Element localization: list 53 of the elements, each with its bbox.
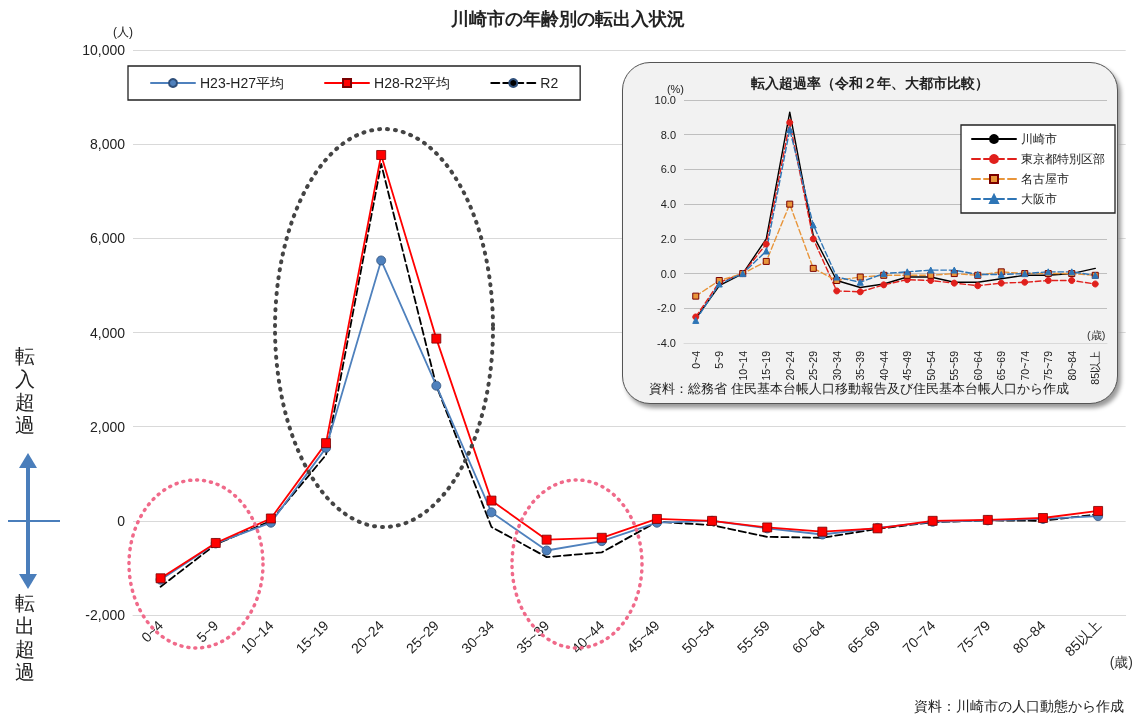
y-tick-label: 10.0 bbox=[654, 94, 676, 106]
chart-title: 川崎市の年齢別の転出入状況 bbox=[450, 7, 685, 29]
text: 資料：川崎市の人口動態から作成 bbox=[914, 698, 1124, 716]
x-axis-title: (歳) bbox=[1109, 654, 1133, 670]
x-tick-label: 45~49 bbox=[901, 350, 914, 381]
y-tick-label: 8.0 bbox=[660, 128, 676, 141]
legend-label: 東京都特別区部 bbox=[1021, 152, 1105, 166]
legend-label: H23-H27平均 bbox=[200, 75, 285, 91]
x-tick-label: 60~64 bbox=[971, 350, 984, 381]
x-tick-label: 55~59 bbox=[948, 350, 961, 381]
chart-title: 転入超過率（令和２年、大都市比較） bbox=[750, 75, 989, 91]
y-tick-label: -2.0 bbox=[657, 302, 676, 315]
x-tick-label: 10~14 bbox=[736, 350, 749, 381]
x-tick-label: 80~84 bbox=[1065, 350, 1078, 381]
y-tick-label: -4.0 bbox=[657, 337, 676, 349]
x-tick-label: 85以上 bbox=[1061, 617, 1104, 660]
y-tick-label: 0.0 bbox=[660, 267, 676, 280]
x-axis-title: (歳) bbox=[1087, 328, 1106, 341]
x-tick-label: 20~24 bbox=[783, 350, 796, 381]
x-tick-label: 70~74 bbox=[1018, 350, 1031, 381]
y-tick-label: 6,000 bbox=[89, 230, 126, 247]
legend-label: R2 bbox=[540, 75, 559, 91]
x-tick-label: 5~9 bbox=[713, 350, 726, 369]
y-tick-label: -2,000 bbox=[85, 607, 126, 623]
x-tick-label: 40~44 bbox=[877, 350, 890, 381]
x-tick-label: 15~19 bbox=[760, 350, 773, 381]
annotation: 資料：総務省 住民基本台帳人口移動報告及び住民基本台帳人口から作成 bbox=[649, 381, 1069, 398]
x-tick-label: 30~34 bbox=[830, 350, 843, 381]
text: 転出超過 bbox=[14, 591, 36, 684]
x-tick-label: 65~69 bbox=[995, 350, 1008, 381]
x-tick-label: 85以上 bbox=[1089, 351, 1102, 385]
y-axis-title: (人) bbox=[113, 25, 133, 39]
y-tick-label: 2.0 bbox=[660, 232, 676, 245]
legend-label: 名古屋市 bbox=[1021, 172, 1069, 186]
x-tick-label: 0~4 bbox=[138, 617, 167, 646]
y-tick-label: 4.0 bbox=[660, 198, 676, 211]
y-tick-label: 10,000 bbox=[82, 42, 126, 58]
y-tick-label: 6.0 bbox=[660, 163, 676, 176]
x-tick-label: 75~79 bbox=[1042, 350, 1055, 381]
text: 転入超過 bbox=[14, 344, 36, 437]
x-tick-label: 50~54 bbox=[924, 350, 937, 381]
x-tick-label: 5~9 bbox=[193, 617, 222, 646]
legend-label: 川崎市 bbox=[1021, 132, 1057, 146]
x-tick-label: 0~4 bbox=[689, 350, 702, 369]
y-tick-label: 4,000 bbox=[89, 324, 126, 341]
x-tick-label: 25~29 bbox=[807, 350, 820, 381]
y-axis-title: (%) bbox=[666, 82, 684, 95]
legend-label: H28-R2平均 bbox=[374, 75, 451, 91]
y-tick-label: 0 bbox=[117, 512, 126, 529]
y-tick-label: 8,000 bbox=[89, 136, 126, 153]
legend-label: 大阪市 bbox=[1021, 192, 1057, 206]
x-tick-label: 35~39 bbox=[854, 350, 867, 381]
y-tick-label: 2,000 bbox=[89, 418, 126, 435]
